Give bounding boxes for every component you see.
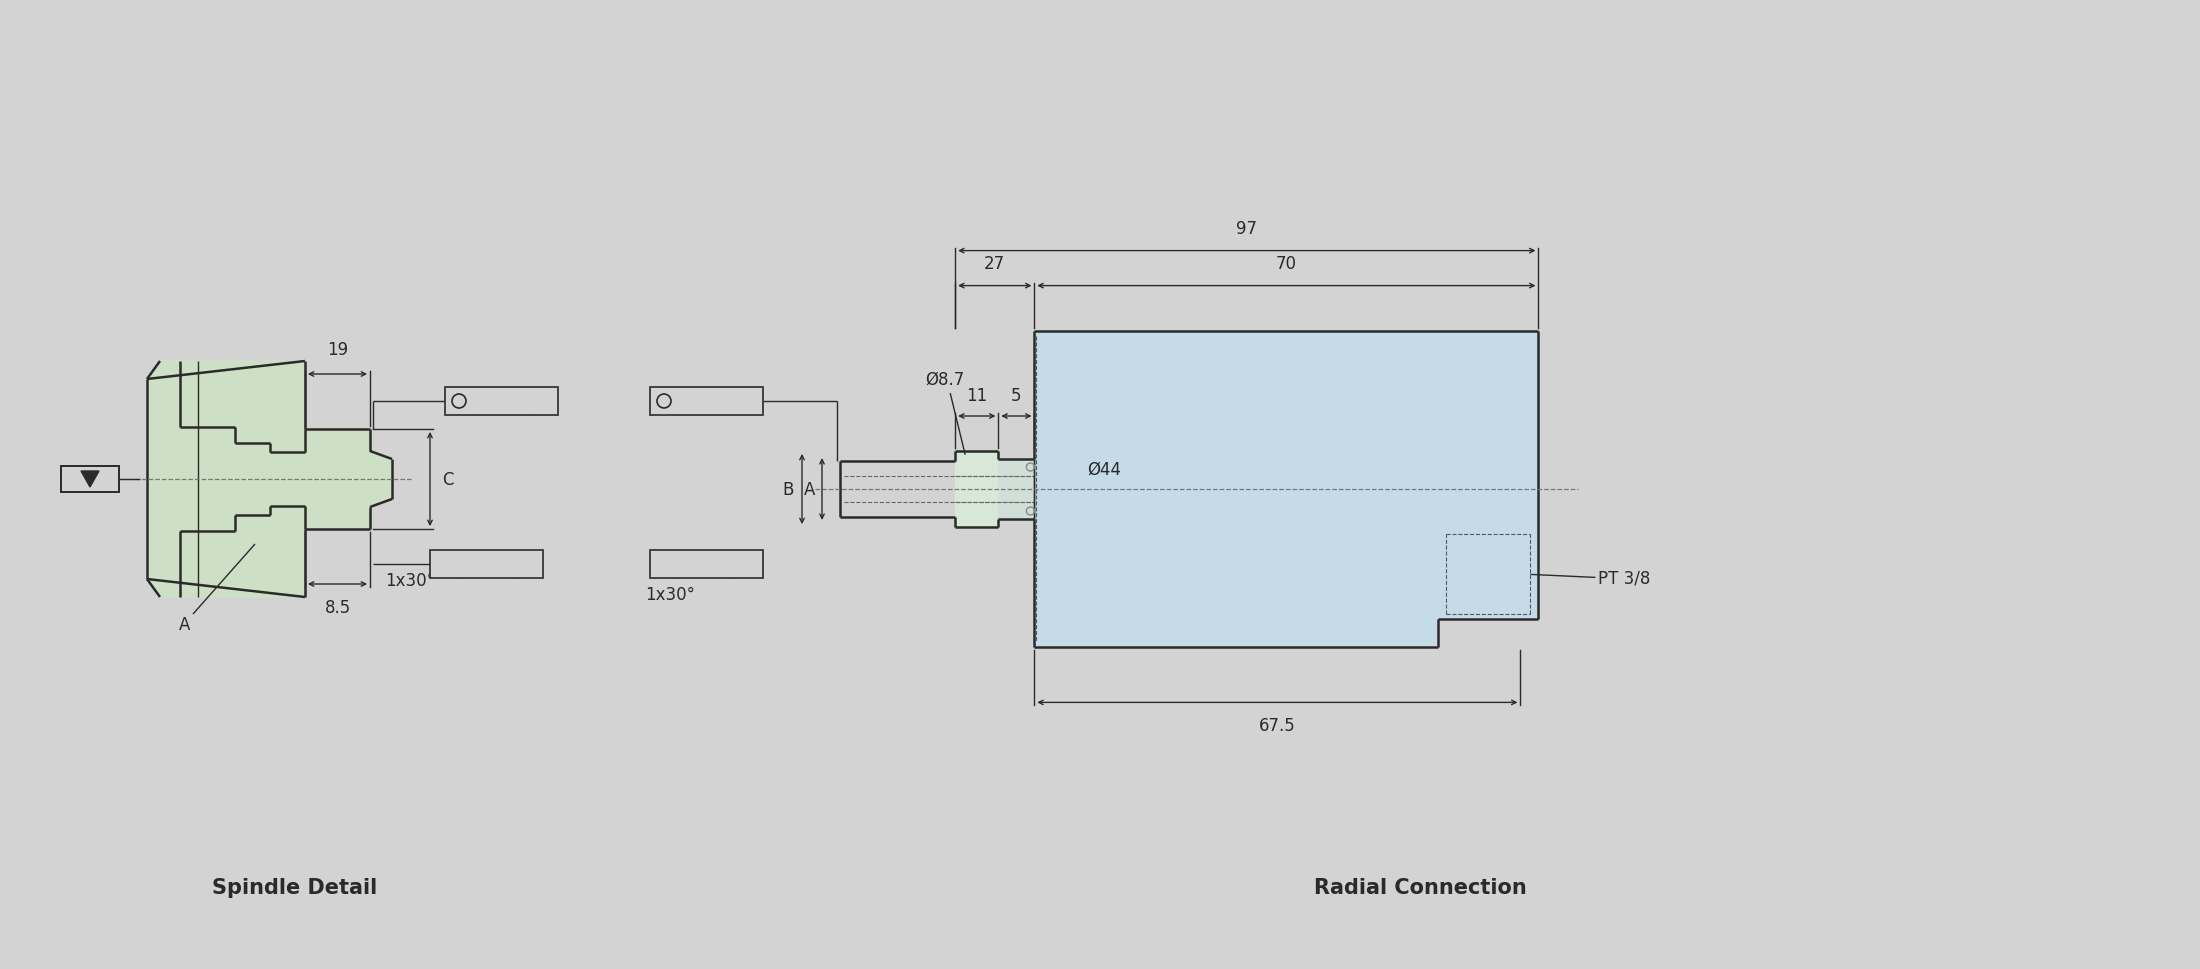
Text: 70: 70 [1276, 254, 1298, 272]
Text: A: A [744, 394, 755, 409]
Text: 1x30°: 1x30° [385, 572, 436, 589]
Polygon shape [1034, 331, 1538, 647]
Polygon shape [180, 427, 235, 531]
Bar [649, 388, 763, 416]
Bar [444, 388, 559, 416]
Text: 11: 11 [966, 387, 988, 405]
Text: 67.5: 67.5 [1258, 717, 1296, 735]
Text: A: A [744, 557, 755, 572]
Polygon shape [306, 429, 370, 529]
Text: 0.010: 0.010 [684, 557, 728, 572]
Text: -A-: -A- [79, 471, 101, 488]
Text: PT 3/8: PT 3/8 [1599, 569, 1650, 587]
Text: A: A [805, 481, 816, 498]
Text: 27: 27 [983, 254, 1005, 272]
Polygon shape [81, 472, 99, 487]
Text: Ø8.7: Ø8.7 [926, 370, 966, 389]
Text: A: A [180, 615, 191, 634]
Text: C: C [442, 471, 453, 488]
Polygon shape [147, 361, 306, 597]
Text: ⊥: ⊥ [656, 555, 671, 574]
Polygon shape [370, 452, 392, 508]
Polygon shape [999, 459, 1034, 519]
Polygon shape [955, 452, 999, 527]
Text: 1x30°: 1x30° [645, 585, 695, 604]
Text: 19: 19 [328, 341, 348, 359]
Text: 8.5: 8.5 [323, 599, 350, 616]
Bar [62, 466, 119, 492]
Text: B: B [783, 481, 794, 498]
Bar [649, 550, 763, 578]
Text: Ø44: Ø44 [1087, 460, 1122, 479]
Text: A: A [539, 394, 550, 409]
Text: 0.010: 0.010 [480, 394, 524, 409]
Text: Radial Connection: Radial Connection [1313, 877, 1527, 897]
Text: 5: 5 [1012, 387, 1021, 405]
Text: ⊥: ⊥ [436, 555, 451, 574]
Text: 0.010: 0.010 [684, 394, 728, 409]
Polygon shape [235, 444, 306, 516]
Bar [429, 550, 543, 578]
Text: 97: 97 [1236, 219, 1258, 237]
Text: A: A [524, 557, 535, 572]
Text: 0.010: 0.010 [464, 557, 508, 572]
Text: Spindle Detail: Spindle Detail [213, 877, 378, 897]
